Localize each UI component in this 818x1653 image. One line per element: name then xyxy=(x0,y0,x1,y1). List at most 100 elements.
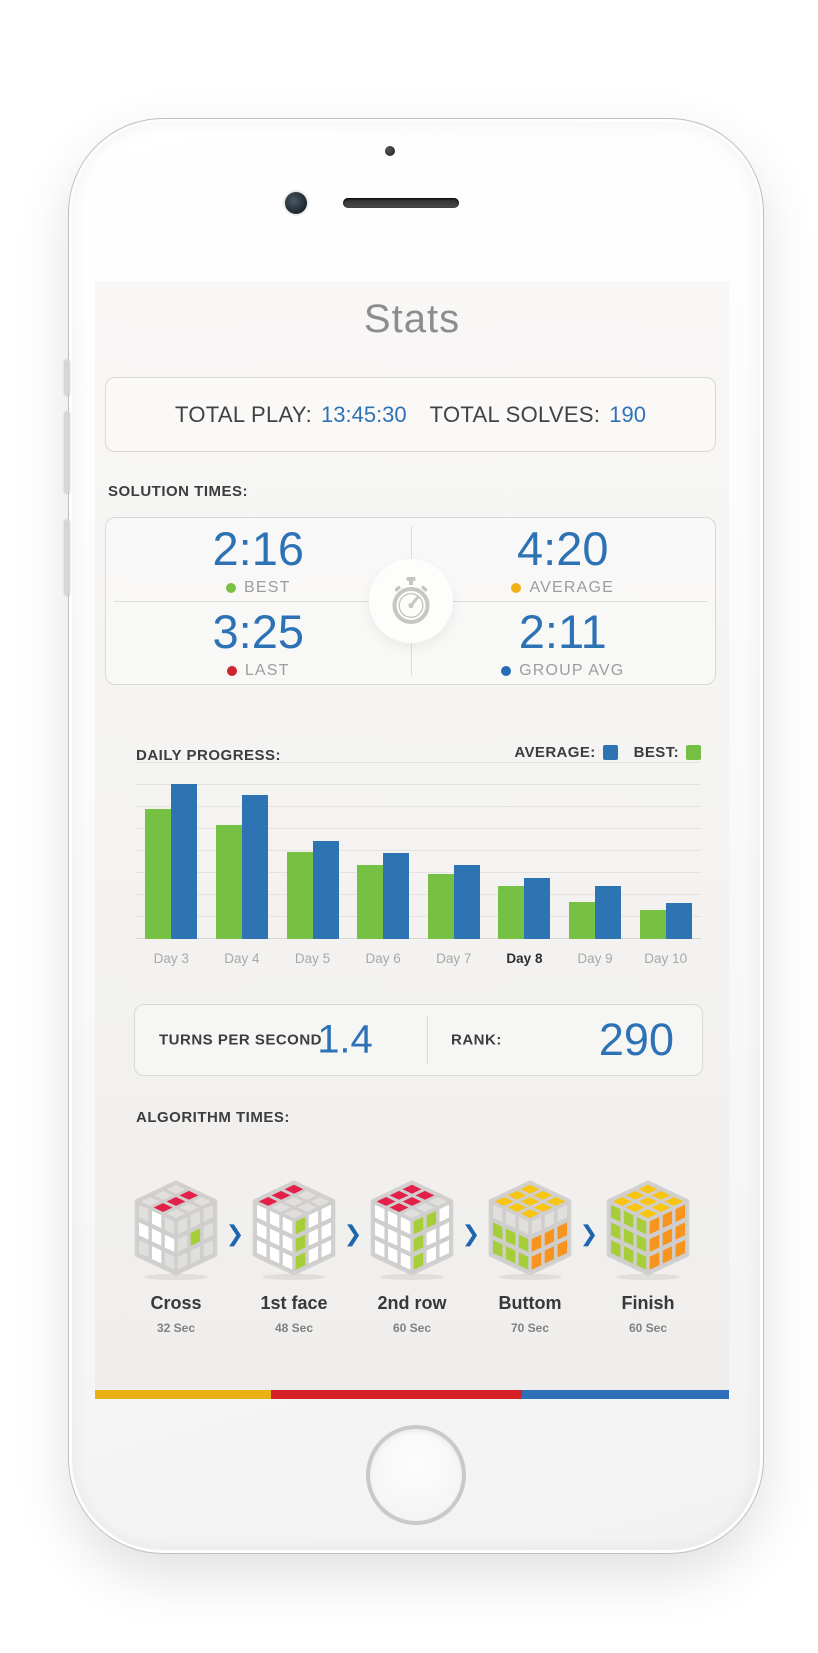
solution-value: 2:16 xyxy=(212,521,304,575)
day-label[interactable]: Day 5 xyxy=(294,951,331,966)
bar-pair xyxy=(639,903,692,939)
chart-legend: AVERAGE: BEST: xyxy=(514,744,701,761)
totals-card: TOTAL PLAY: 13:45:30 TOTAL SOLVES: 190 xyxy=(105,377,716,452)
step-time: 48 Sec xyxy=(274,1321,314,1335)
gridline xyxy=(136,806,701,807)
best-bar xyxy=(145,809,172,939)
solution-cell-average: 4:20 AVERAGE xyxy=(411,518,716,601)
bar-pair xyxy=(498,878,551,939)
legend-label: BEST: xyxy=(633,744,679,761)
mute-switch[interactable] xyxy=(64,359,70,395)
total-solves-label: TOTAL SOLVES: xyxy=(429,401,601,427)
solution-label: LAST xyxy=(244,661,290,679)
app-screen: Stats TOTAL PLAY: 13:45:30 TOTAL SOLVES:… xyxy=(95,281,729,1399)
cube-illustration-finish xyxy=(606,1180,690,1280)
solution-label-row: LAST xyxy=(226,661,290,680)
volume-down-button[interactable] xyxy=(64,519,70,595)
step-name: 2nd row xyxy=(377,1293,447,1313)
day-label[interactable]: Day 7 xyxy=(436,951,472,966)
bar-group: Day 6 xyxy=(348,751,419,967)
volume-up-button[interactable] xyxy=(64,411,70,493)
day-label[interactable]: Day 10 xyxy=(644,951,688,966)
bar-pair xyxy=(145,784,198,939)
gridline xyxy=(136,828,701,829)
turns-rank-card: TURNS PER SECOND 1.4 RANK: 290 xyxy=(134,1004,703,1076)
bar-pair xyxy=(215,795,268,939)
chevron-right-icon: ❯ xyxy=(225,1221,245,1246)
best-bar xyxy=(286,852,313,939)
bar-pair xyxy=(357,853,410,939)
legend-item: BEST: xyxy=(634,744,701,761)
algorithm-step-cross: Cross 32 Sec xyxy=(127,1179,225,1335)
algorithm-step-1st-face: 1st face 48 Sec xyxy=(245,1179,343,1335)
bar-group: Day 10 xyxy=(630,751,701,967)
daily-progress-heading: DAILY PROGRESS: xyxy=(136,747,282,764)
solution-times-card: 2:16 BEST 4:20 AVERAGE 3:25 LAST 2:11 GROUP AVG xyxy=(105,517,716,685)
solution-label: AVERAGE xyxy=(529,578,615,596)
solution-value: 3:25 xyxy=(212,604,304,658)
day-label[interactable]: Day 9 xyxy=(577,951,613,966)
solution-label-row: BEST xyxy=(225,578,291,597)
daily-progress-chart: Day 3 Day 4 Day 5 Day 6 Day 7 Day 8 Day 9 Day 1… xyxy=(136,751,701,967)
cube-illustration-1st-face xyxy=(252,1180,336,1280)
step-name: Finish xyxy=(621,1293,675,1313)
gridline xyxy=(136,872,701,873)
day-label[interactable]: Day 8 xyxy=(506,951,543,966)
chevron-right-icon: ❯ xyxy=(579,1221,599,1246)
gridline xyxy=(136,894,701,895)
rank-value: 290 xyxy=(598,1014,674,1065)
best-bar xyxy=(427,874,454,939)
phone-frame: Stats TOTAL PLAY: 13:45:30 TOTAL SOLVES:… xyxy=(64,118,764,1554)
day-label[interactable]: Day 6 xyxy=(365,951,401,966)
solution-label: GROUP AVG xyxy=(519,661,625,679)
footer-stripe-segment-2 xyxy=(522,1390,729,1399)
proximity-sensor xyxy=(385,146,395,156)
step-name: 1st face xyxy=(260,1293,328,1313)
legend-label: AVERAGE: xyxy=(514,744,596,761)
vertical-divider xyxy=(427,1016,428,1064)
best-bar xyxy=(569,902,596,939)
average-bar xyxy=(241,795,268,939)
algorithm-step-finish: Finish 60 Sec xyxy=(599,1179,697,1335)
chart-baseline xyxy=(136,938,701,939)
cube-illustration-cross xyxy=(134,1180,218,1280)
status-dot-icon xyxy=(225,582,236,593)
footer-stripe-segment-1 xyxy=(271,1390,523,1399)
chevron-right-icon: ❯ xyxy=(461,1221,481,1246)
algorithm-step-2nd-row: 2nd row 60 Sec xyxy=(363,1179,461,1335)
legend-swatch-icon xyxy=(602,745,618,760)
bar-group: Day 8 xyxy=(489,751,560,967)
solution-value: 2:11 xyxy=(518,604,607,658)
solution-label: BEST xyxy=(243,578,291,596)
footer-stripe-segment-0 xyxy=(95,1390,272,1399)
best-bar xyxy=(357,865,384,939)
front-camera-icon xyxy=(285,192,307,214)
footer-stripe xyxy=(95,1390,729,1399)
average-bar xyxy=(524,878,551,939)
solution-label-row: GROUP AVG xyxy=(501,662,624,680)
day-label[interactable]: Day 4 xyxy=(224,951,260,966)
bar-group: Day 5 xyxy=(277,751,348,967)
legend-item: AVERAGE: xyxy=(514,744,618,761)
home-button[interactable] xyxy=(366,1425,466,1525)
bar-pair xyxy=(427,865,480,939)
solution-cell-group-avg: 2:11 GROUP AVG xyxy=(411,601,716,684)
speaker-grille xyxy=(343,198,459,208)
step-time: 60 Sec xyxy=(392,1321,432,1335)
bar-group: Day 7 xyxy=(419,751,490,967)
best-bar xyxy=(639,910,666,939)
page-title: Stats xyxy=(363,297,461,341)
step-name: Cross xyxy=(150,1293,202,1313)
step-time: 60 Sec xyxy=(628,1321,668,1335)
algorithm-times-heading: ALGORITHM TIMES: xyxy=(136,1109,290,1126)
step-time: 70 Sec xyxy=(510,1321,550,1335)
status-dot-icon xyxy=(511,582,522,593)
day-label[interactable]: Day 3 xyxy=(153,951,189,966)
status-dot-icon xyxy=(226,665,237,676)
rank-label: RANK: xyxy=(451,1031,502,1049)
best-bar xyxy=(215,825,242,939)
solution-times-grid: 2:16 BEST 4:20 AVERAGE 3:25 LAST 2:11 GROUP AVG xyxy=(106,518,715,684)
cube-illustration-2nd-row xyxy=(370,1180,454,1280)
turns-per-second-value: 1.4 xyxy=(317,1017,373,1062)
